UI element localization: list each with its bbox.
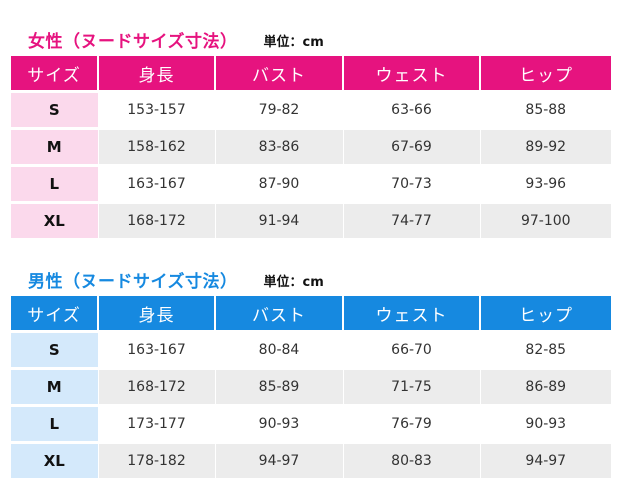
- men-heading: 男性（ヌードサイズ寸法） 単位：cm: [0, 262, 620, 296]
- men-unit-label: 単位：cm: [263, 274, 324, 290]
- size-cell: M: [11, 127, 99, 166]
- hip-cell: 94-97: [480, 441, 611, 478]
- hip-cell: 89-92: [480, 127, 611, 166]
- header-size: サイズ: [11, 296, 99, 332]
- height-cell: 168-172: [98, 367, 216, 406]
- height-cell: 158-162: [98, 127, 216, 166]
- header-waist: ウェスト: [343, 56, 481, 92]
- hip-cell: 90-93: [480, 404, 611, 443]
- bust-cell: 87-90: [215, 164, 344, 203]
- size-cell: S: [11, 330, 99, 369]
- men-size-section: 男性（ヌードサイズ寸法） 単位：cm サイズ 身長 バスト ウェスト ヒップ S…: [0, 262, 620, 478]
- size-cell: L: [11, 164, 99, 203]
- bust-cell: 85-89: [215, 367, 344, 406]
- bust-cell: 79-82: [215, 90, 344, 129]
- header-size: サイズ: [11, 56, 99, 92]
- hip-cell: 93-96: [480, 164, 611, 203]
- bust-cell: 94-97: [215, 441, 344, 478]
- table-row: S 153-157 79-82 63-66 85-88: [11, 90, 611, 129]
- women-unit-label: 単位：cm: [263, 34, 324, 50]
- size-cell: L: [11, 404, 99, 443]
- waist-cell: 74-77: [343, 201, 481, 238]
- bust-cell: 83-86: [215, 127, 344, 166]
- size-cell: M: [11, 367, 99, 406]
- height-cell: 173-177: [98, 404, 216, 443]
- women-header-row: サイズ 身長 バスト ウェスト ヒップ: [11, 56, 611, 92]
- waist-cell: 80-83: [343, 441, 481, 478]
- size-cell: XL: [11, 441, 99, 478]
- hip-cell: 97-100: [480, 201, 611, 238]
- size-cell: S: [11, 90, 99, 129]
- height-cell: 153-157: [98, 90, 216, 129]
- waist-cell: 66-70: [343, 330, 481, 369]
- size-cell: XL: [11, 201, 99, 238]
- table-row: S 163-167 80-84 66-70 82-85: [11, 330, 611, 369]
- bust-cell: 91-94: [215, 201, 344, 238]
- waist-cell: 63-66: [343, 90, 481, 129]
- women-size-section: 女性（ヌードサイズ寸法） 単位：cm サイズ 身長 バスト ウェスト ヒップ S…: [0, 22, 620, 238]
- bust-cell: 90-93: [215, 404, 344, 443]
- header-height: 身長: [98, 296, 216, 332]
- waist-cell: 76-79: [343, 404, 481, 443]
- table-row: L 173-177 90-93 76-79 90-93: [11, 404, 611, 443]
- header-bust: バスト: [215, 296, 344, 332]
- women-size-table: サイズ 身長 バスト ウェスト ヒップ S 153-157 79-82 63-6…: [11, 56, 611, 238]
- table-row: XL 168-172 91-94 74-77 97-100: [11, 201, 611, 238]
- women-section-title: 女性（ヌードサイズ寸法）: [28, 31, 238, 52]
- hip-cell: 85-88: [480, 90, 611, 129]
- waist-cell: 71-75: [343, 367, 481, 406]
- height-cell: 163-167: [98, 164, 216, 203]
- women-heading: 女性（ヌードサイズ寸法） 単位：cm: [0, 22, 620, 56]
- height-cell: 163-167: [98, 330, 216, 369]
- table-row: XL 178-182 94-97 80-83 94-97: [11, 441, 611, 478]
- men-section-title: 男性（ヌードサイズ寸法）: [28, 271, 238, 292]
- waist-cell: 67-69: [343, 127, 481, 166]
- waist-cell: 70-73: [343, 164, 481, 203]
- men-size-table: サイズ 身長 バスト ウェスト ヒップ S 163-167 80-84 66-7…: [11, 296, 611, 478]
- height-cell: 168-172: [98, 201, 216, 238]
- header-waist: ウェスト: [343, 296, 481, 332]
- header-hip: ヒップ: [480, 56, 611, 92]
- header-height: 身長: [98, 56, 216, 92]
- table-row: M 158-162 83-86 67-69 89-92: [11, 127, 611, 166]
- bust-cell: 80-84: [215, 330, 344, 369]
- hip-cell: 82-85: [480, 330, 611, 369]
- header-hip: ヒップ: [480, 296, 611, 332]
- table-row: M 168-172 85-89 71-75 86-89: [11, 367, 611, 406]
- header-bust: バスト: [215, 56, 344, 92]
- men-header-row: サイズ 身長 バスト ウェスト ヒップ: [11, 296, 611, 332]
- hip-cell: 86-89: [480, 367, 611, 406]
- height-cell: 178-182: [98, 441, 216, 478]
- table-row: L 163-167 87-90 70-73 93-96: [11, 164, 611, 203]
